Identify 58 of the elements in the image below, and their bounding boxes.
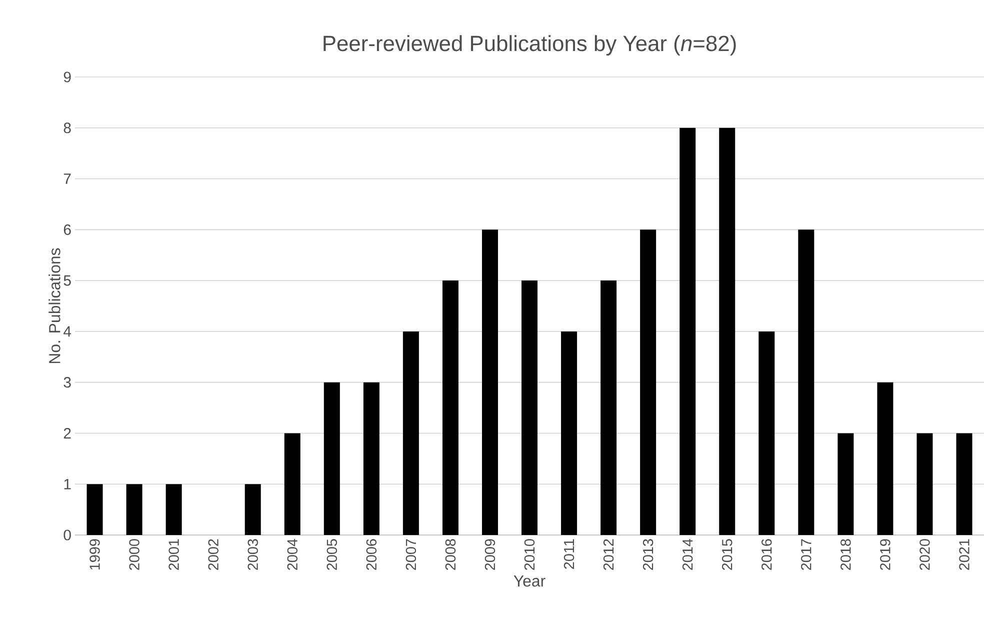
- chart-title: Peer-reviewed Publications by Year (n=82): [324, 35, 736, 56]
- x-tick-label: 2006: [366, 539, 377, 570]
- y-tick-label: 5: [64, 275, 71, 286]
- bar: [324, 382, 340, 535]
- bar: [126, 484, 142, 535]
- bar: [561, 331, 578, 535]
- bar: [719, 128, 736, 535]
- bar: [798, 230, 814, 535]
- x-tick-label: 2011: [564, 539, 574, 569]
- y-tick-label: 1: [64, 478, 71, 490]
- bar: [402, 331, 419, 535]
- x-tick-label: 2016: [762, 539, 772, 570]
- x-tick-label: 2009: [484, 539, 496, 570]
- x-tick-label: 1999: [90, 539, 100, 570]
- x-tick-label: 2015: [722, 539, 732, 570]
- x-tick-label: 2017: [801, 539, 812, 570]
- bar: [680, 128, 696, 535]
- bar: [244, 484, 261, 535]
- x-tick-label: 2007: [406, 539, 416, 570]
- bar: [442, 280, 458, 535]
- x-tick-label: 2014: [682, 538, 693, 570]
- y-tick-label: 4: [64, 326, 72, 337]
- bar: [166, 484, 182, 535]
- y-tick-label: 0: [64, 530, 71, 540]
- x-tick-label: 2019: [880, 539, 890, 570]
- y-tick-label: 6: [64, 224, 71, 235]
- x-tick-label: 2021: [959, 539, 970, 570]
- bar: [916, 433, 933, 535]
- x-tick-label: 2005: [326, 539, 338, 570]
- y-tick-label: 7: [64, 174, 71, 184]
- bar: [284, 433, 300, 535]
- x-tick-label: 2010: [524, 539, 535, 570]
- y-tick-label: 9: [64, 72, 71, 82]
- x-tick-label: 2001: [168, 539, 179, 570]
- x-tick-label: 2012: [603, 539, 614, 570]
- x-tick-label: 2020: [920, 539, 930, 570]
- y-axis-title: No. Publications: [48, 248, 60, 364]
- bar: [758, 331, 775, 535]
- x-tick-label: 2018: [840, 539, 851, 570]
- bar: [482, 230, 498, 535]
- x-tick-label: 2002: [208, 539, 218, 570]
- x-tick-label: 2008: [445, 539, 456, 570]
- bar: [522, 280, 538, 535]
- bar: [877, 382, 894, 535]
- bar: [600, 280, 617, 535]
- bar: [956, 433, 972, 535]
- x-tick-label: 2013: [642, 539, 654, 570]
- bar: [363, 382, 380, 535]
- bar: [838, 433, 854, 535]
- bar: [86, 484, 103, 535]
- bar: [640, 230, 656, 535]
- x-tick-label: 2004: [287, 538, 298, 570]
- x-tick-label: 2000: [129, 539, 140, 570]
- y-tick-label: 8: [64, 122, 71, 134]
- x-tick-label: 2003: [248, 539, 258, 570]
- y-tick-label: 2: [64, 428, 71, 438]
- y-tick-label: 3: [64, 377, 71, 388]
- x-axis-title: Year: [514, 576, 546, 587]
